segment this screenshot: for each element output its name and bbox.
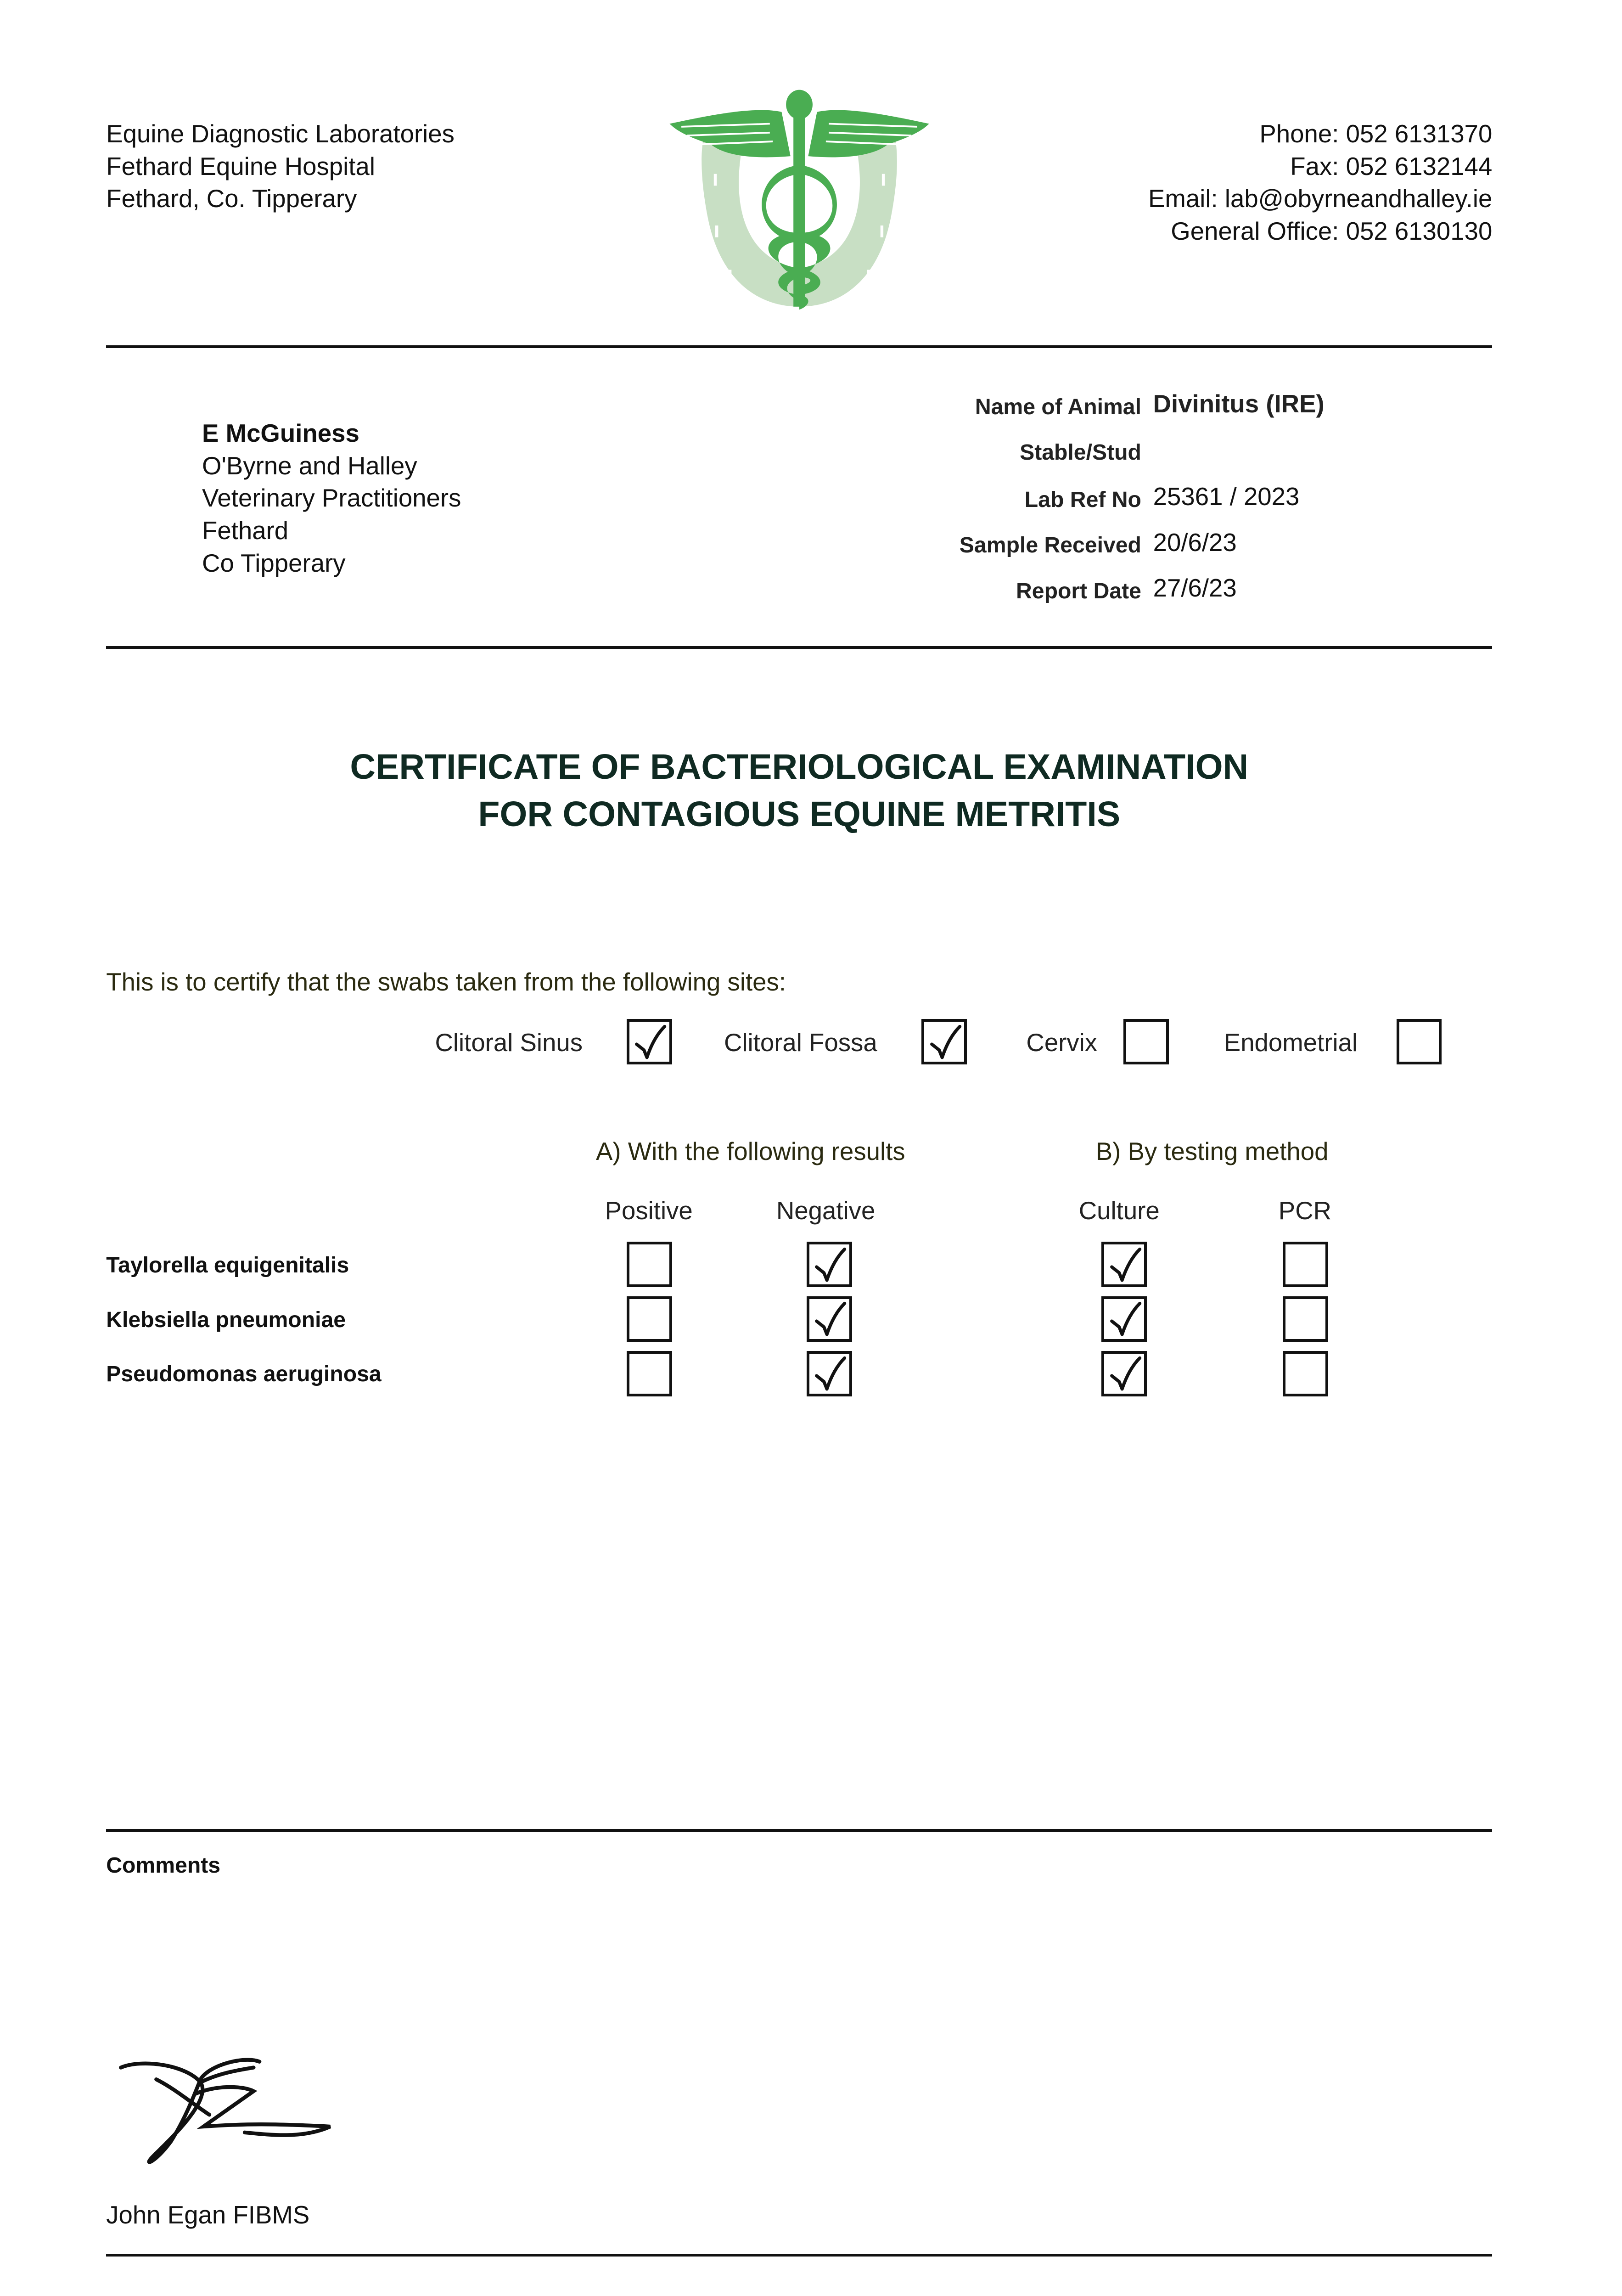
result-checkbox-culture[interactable]	[1101, 1296, 1147, 1342]
label-stable: Stable/Stud	[1020, 440, 1141, 465]
organism-name: Taylorella equigenitalis	[106, 1252, 349, 1277]
signatory-name: John Egan FIBMS	[106, 2200, 310, 2229]
lab-contact: Phone: 052 6131370 Fax: 052 6132144 Emai…	[1148, 118, 1492, 248]
title-line: CERTIFICATE OF BACTERIOLOGICAL EXAMINATI…	[350, 747, 1249, 787]
checkmark-icon	[815, 1302, 847, 1336]
label-report-date: Report Date	[1016, 579, 1141, 604]
site-label: Cervix	[1026, 1028, 1098, 1057]
site-checkbox-cervix[interactable]	[1123, 1019, 1169, 1065]
divider	[106, 646, 1493, 649]
comments-label: Comments	[106, 1853, 221, 1878]
animal-name: Divinitus (IRE)	[1153, 389, 1325, 418]
sample-received: 20/6/23	[1153, 528, 1237, 557]
recipient-address: E McGuiness O'Byrne and Halley Veterinar…	[202, 417, 461, 580]
checkmark-icon	[815, 1247, 847, 1282]
recipient-name: E McGuiness	[202, 419, 359, 447]
recipient-line: Fethard	[202, 516, 289, 545]
label-lab-ref: Lab Ref No	[1024, 487, 1141, 512]
result-checkbox-negative[interactable]	[806, 1242, 852, 1288]
site-label: Clitoral Fossa	[724, 1028, 877, 1057]
divider	[106, 2253, 1493, 2257]
checkmark-icon	[1110, 1302, 1141, 1336]
address-line: Fethard, Co. Tipperary	[106, 185, 357, 213]
result-checkbox-pcr[interactable]	[1283, 1242, 1328, 1288]
divider	[106, 345, 1493, 348]
address-line: Equine Diagnostic Laboratories	[106, 119, 455, 148]
result-checkbox-positive[interactable]	[627, 1296, 672, 1342]
result-checkbox-negative[interactable]	[806, 1296, 852, 1342]
report-date: 27/6/23	[1153, 574, 1237, 602]
site-label: Endometrial	[1224, 1028, 1358, 1057]
organism-name: Klebsiella pneumoniae	[106, 1307, 346, 1332]
result-checkbox-pcr[interactable]	[1283, 1351, 1328, 1396]
column-positive: Positive	[605, 1196, 693, 1225]
label-animal-name: Name of Animal	[975, 394, 1141, 419]
title-line: FOR CONTAGIOUS EQUINE METRITIS	[478, 794, 1121, 834]
caduceus-horseshoe-logo	[669, 90, 929, 310]
organism-name: Pseudomonas aeruginosa	[106, 1362, 382, 1387]
result-checkbox-culture[interactable]	[1101, 1351, 1147, 1396]
checkmark-icon	[1110, 1356, 1141, 1391]
site-checkbox-clitoral-fossa[interactable]	[921, 1019, 967, 1065]
result-checkbox-positive[interactable]	[627, 1351, 672, 1396]
result-checkbox-pcr[interactable]	[1283, 1296, 1328, 1342]
recipient-line: Co Tipperary	[202, 549, 346, 577]
certificate-title: CERTIFICATE OF BACTERIOLOGICAL EXAMINATI…	[0, 743, 1599, 838]
column-negative: Negative	[776, 1196, 876, 1225]
result-checkbox-negative[interactable]	[806, 1351, 852, 1396]
lab-address: Equine Diagnostic Laboratories Fethard E…	[106, 118, 455, 215]
checkmark-icon	[930, 1024, 961, 1059]
general-office: General Office: 052 6130130	[1171, 217, 1493, 245]
recipient-line: Veterinary Practitioners	[202, 484, 461, 512]
email-link[interactable]: Email: lab@obyrneandhalley.ie	[1148, 185, 1493, 213]
phone: Phone: 052 6131370	[1259, 119, 1493, 148]
result-checkbox-positive[interactable]	[627, 1242, 672, 1288]
checkmark-icon	[635, 1024, 667, 1059]
address-line: Fethard Equine Hospital	[106, 152, 375, 180]
checkmark-icon	[1110, 1247, 1141, 1282]
certify-text: This is to certify that the swabs taken …	[106, 968, 786, 996]
label-sample-received: Sample Received	[959, 533, 1141, 558]
fax: Fax: 052 6132144	[1290, 152, 1493, 180]
signature	[119, 2058, 331, 2164]
site-checkbox-endometrial[interactable]	[1396, 1019, 1442, 1065]
section-a-heading: A) With the following results	[596, 1137, 905, 1166]
site-label: Clitoral Sinus	[435, 1028, 583, 1057]
column-culture: Culture	[1078, 1196, 1160, 1225]
site-checkbox-clitoral-sinus[interactable]	[627, 1019, 672, 1065]
section-b-heading: B) By testing method	[1095, 1137, 1329, 1166]
recipient-line: O'Byrne and Halley	[202, 451, 417, 480]
column-pcr: PCR	[1278, 1196, 1332, 1225]
lab-ref: 25361 / 2023	[1153, 483, 1300, 511]
divider	[106, 1829, 1493, 1832]
result-checkbox-culture[interactable]	[1101, 1242, 1147, 1288]
checkmark-icon	[815, 1356, 847, 1391]
